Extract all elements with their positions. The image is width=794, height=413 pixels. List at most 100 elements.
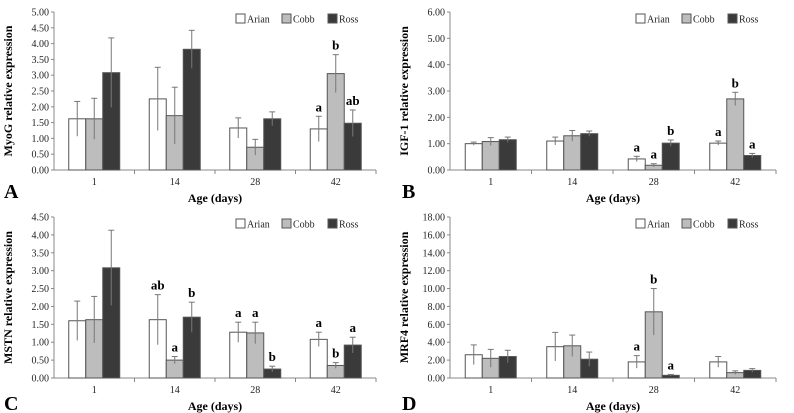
y-tick-label: 4.00 (32, 39, 50, 50)
legend-swatch-arian (635, 13, 646, 24)
x-tick-label: 28 (649, 385, 659, 396)
legend: Arian Cobb Ross (635, 13, 759, 26)
y-tick-label: 18.00 (423, 213, 446, 224)
significance-label: b (332, 346, 339, 361)
y-tick-label: 0.50 (32, 150, 50, 161)
x-tick-label: 1 (488, 177, 493, 188)
significance-label: a (668, 357, 675, 372)
bar-arian (464, 143, 483, 171)
y-tick-label: 3.00 (32, 266, 50, 277)
bar-ross (498, 139, 517, 171)
y-tick-label: 1.50 (32, 320, 50, 331)
y-tick-label: 5.00 (32, 8, 50, 19)
y-tick-label: 1.50 (32, 118, 50, 129)
bar-arian (546, 140, 565, 171)
panel-label-c: C (4, 393, 18, 413)
chart-panel-b: 0.001.002.003.004.005.006.001 14 28a ab42ab… (397, 8, 777, 205)
y-tick-label: 2.50 (32, 87, 50, 98)
x-tick-label: 14 (170, 177, 180, 188)
legend-swatch-cobb (681, 13, 692, 24)
legend-label-arian: Arian (247, 15, 270, 26)
significance-label: a (252, 305, 259, 320)
legend: Arian Cobb Ross (635, 218, 759, 231)
legend-swatch-arian (635, 218, 646, 229)
y-tick-label: 1.00 (32, 338, 50, 349)
legend-label-ross: Ross (339, 220, 359, 231)
bar-ross (263, 118, 282, 171)
chart-panel-a: 0.00 0.50 1.00 1.50 2.00 2.50 3.00 3.50 4.00 4.50… (1, 8, 377, 205)
y-tick-label: 3.00 (428, 87, 446, 98)
panel-label-a: A (4, 181, 19, 203)
significance-label: b (332, 38, 339, 53)
legend-label-cobb: Cobb (293, 15, 315, 26)
y-tick-label: 12.00 (423, 266, 446, 277)
y-tick-label: 3.00 (32, 71, 50, 82)
legend-swatch-ross (327, 13, 338, 24)
significance-label: b (732, 75, 739, 90)
significance-label: a (316, 315, 323, 330)
y-tick-label: 2.50 (32, 284, 50, 295)
legend-swatch-arian (235, 13, 246, 24)
x-tick-label: 28 (250, 177, 260, 188)
x-tick-label: 42 (730, 385, 740, 396)
y-tick-label: 2.00 (32, 102, 50, 113)
significance-label: ab (151, 278, 165, 293)
x-tick-label: 14 (567, 385, 577, 396)
legend-label-cobb: Cobb (693, 220, 715, 231)
x-tick-label: 1 (92, 177, 97, 188)
x-axis-label: Age (days) (586, 399, 640, 413)
y-tick-label: 1.00 (428, 139, 446, 150)
significance-label: a (350, 320, 357, 335)
y-tick-label: 5.00 (428, 34, 446, 45)
y-axis-label: MyoG relative expression (1, 25, 15, 156)
y-tick-label: 0.00 (428, 166, 446, 177)
legend-swatch-cobb (681, 218, 692, 229)
y-axis-label: MRF4 relative expression (397, 231, 411, 363)
significance-label: a (172, 340, 179, 355)
chart-panel-d: 0.00 2.00 4.00 6.00 8.00 10.00 12.00 14.00 16.00… (397, 213, 777, 413)
x-tick-label: 28 (649, 177, 659, 188)
x-tick-label: 42 (730, 177, 740, 188)
y-tick-label: 4.50 (32, 23, 50, 34)
legend-swatch-ross (727, 13, 738, 24)
legend: Arian Cobb Ross (235, 218, 359, 231)
significance-label: a (715, 124, 722, 139)
bar-cobb (726, 98, 745, 171)
y-tick-label: 6.00 (428, 8, 446, 19)
chart-panel-c: 0.00 0.50 1.00 1.50 2.00 2.50 3.00 3.50 4.00 4.50… (1, 213, 377, 413)
y-tick-label: 4.50 (32, 213, 50, 224)
legend-label-arian: Arian (247, 220, 270, 231)
y-axis-label: MSTN relative expression (1, 231, 15, 364)
y-tick-label: 4.00 (32, 230, 50, 241)
significance-label: a (749, 136, 756, 151)
legend-label-arian: Arian (647, 15, 670, 26)
legend-label-ross: Ross (739, 220, 759, 231)
legend-label-cobb: Cobb (693, 15, 715, 26)
y-tick-label: 6.00 (428, 320, 446, 331)
legend-label-ross: Ross (739, 15, 759, 26)
y-tick-label: 0.00 (32, 166, 50, 177)
significance-label: a (634, 339, 641, 354)
significance-label: a (651, 147, 658, 162)
y-tick-label: 3.50 (32, 55, 50, 66)
y-tick-label: 4.00 (428, 60, 446, 71)
y-tick-label: 4.00 (428, 338, 446, 349)
legend-swatch-cobb (281, 218, 292, 229)
legend: Arian Cobb Ross (235, 13, 359, 26)
significance-label: a (634, 139, 641, 154)
significance-label: b (269, 349, 276, 364)
x-tick-label: 28 (250, 385, 260, 396)
y-tick-label: 14.00 (423, 248, 446, 259)
y-tick-label: 2.00 (428, 356, 446, 367)
legend-label-cobb: Cobb (293, 220, 315, 231)
y-tick-label: 2.00 (32, 302, 50, 313)
legend-swatch-arian (235, 218, 246, 229)
x-tick-label: 42 (331, 177, 341, 188)
significance-label: b (650, 272, 657, 287)
legend-swatch-ross (327, 218, 338, 229)
bar-ross (661, 142, 680, 171)
x-tick-label: 1 (92, 385, 97, 396)
bar-arian (709, 142, 728, 171)
significance-label: b (667, 123, 674, 138)
